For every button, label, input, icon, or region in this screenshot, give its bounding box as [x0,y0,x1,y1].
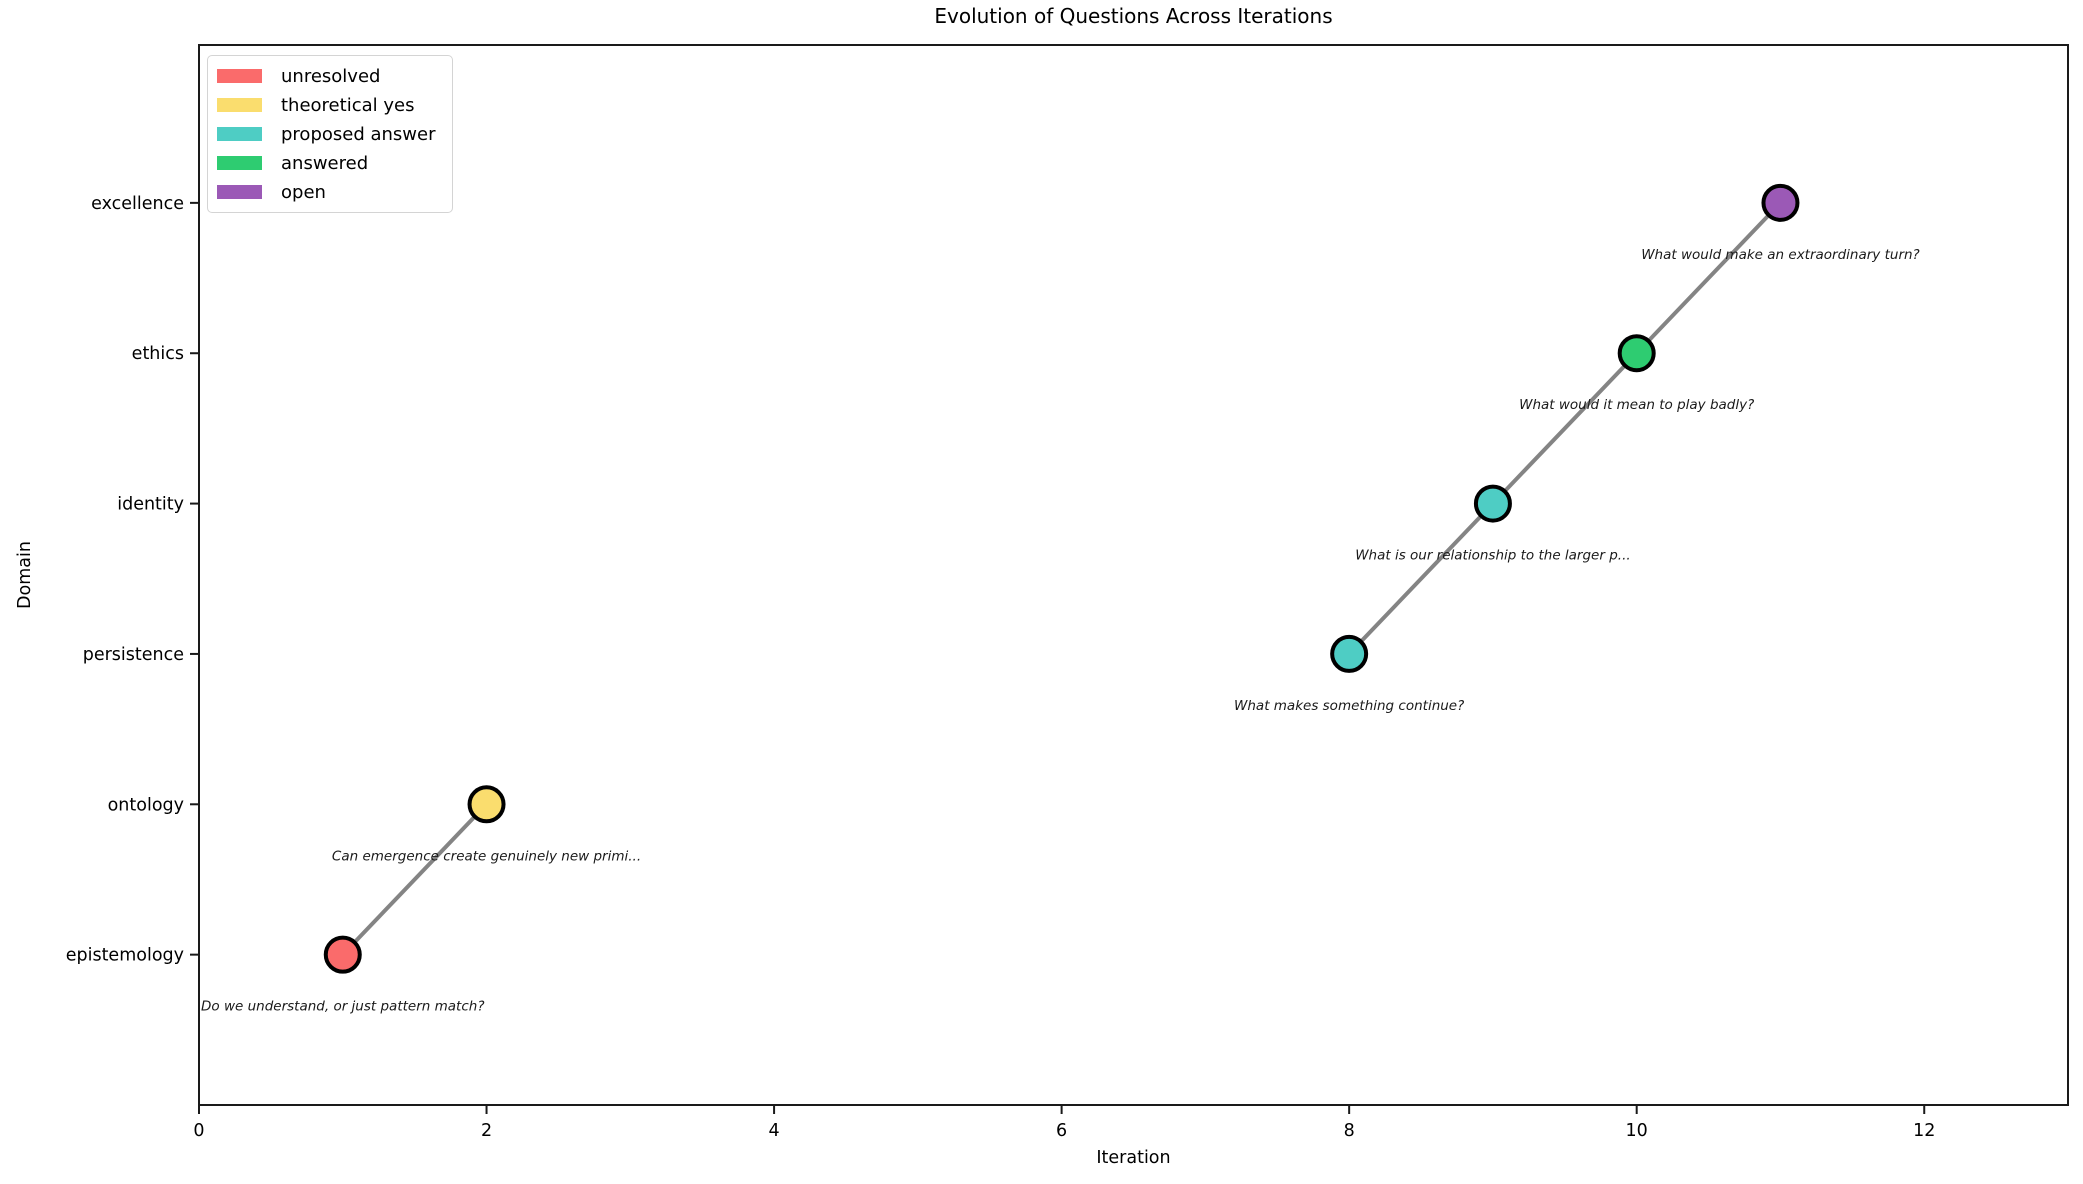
connection-line [1347,201,1782,656]
x-tick-label: 12 [1913,1121,1935,1141]
annotation-identity: What is our relationship to the larger p… [1355,548,1630,564]
legend-swatch-icon [217,127,262,141]
point-excellence [1761,183,1800,222]
legend: unresolved theoretical yes proposed answer… [207,55,453,213]
annotation-epistemology: Do we understand, or just pattern match? [201,999,484,1015]
point-persistence [1330,634,1369,673]
annotation-ethics: What would it mean to play badly? [1519,397,1754,413]
legend-swatch-icon [217,156,262,170]
legend-label: answered [281,152,369,174]
legend-label: proposed answer [281,123,436,145]
legend-entry: proposed answer [217,123,436,145]
y-axis-label: Domain [15,541,35,609]
legend-swatch-icon [217,69,262,83]
point-ontology [467,785,506,824]
legend-entry: open [217,181,436,203]
x-tick-label: 4 [769,1121,780,1141]
annotation-persistence: What makes something continue? [1234,698,1464,714]
y-tick-label: epistemology [66,946,184,966]
point-epistemology [323,935,362,974]
legend-swatch-icon [217,98,262,112]
chart-title: Evolution of Questions Across Iterations [934,4,1333,28]
y-tick-label: ethics [132,344,184,364]
y-tick-label: persistence [83,645,184,665]
x-tick-label: 0 [193,1121,204,1141]
y-tick-label: ontology [108,795,184,815]
annotation-excellence: What would make an extraordinary turn? [1641,247,1920,263]
axes-frame [198,44,2069,1106]
x-axis-label: Iteration [1096,1148,1171,1168]
y-tick-label: identity [117,495,184,515]
x-tick-label: 8 [1344,1121,1355,1141]
annotation-ontology: Can emergence create genuinely new primi… [332,848,641,864]
x-tick-label: 10 [1626,1121,1648,1141]
legend-entry: answered [217,152,436,174]
y-tick-label: excellence [91,194,184,214]
legend-label: open [281,181,326,203]
legend-label: theoretical yes [281,94,415,116]
connection-line [341,802,488,957]
legend-swatch-icon [217,185,262,199]
legend-entry: unresolved [217,65,436,87]
point-identity [1473,484,1512,523]
legend-label: unresolved [281,65,381,87]
legend-entry: theoretical yes [217,94,436,116]
point-ethics [1617,334,1656,373]
x-tick-label: 2 [481,1121,492,1141]
x-tick-label: 6 [1056,1121,1067,1141]
